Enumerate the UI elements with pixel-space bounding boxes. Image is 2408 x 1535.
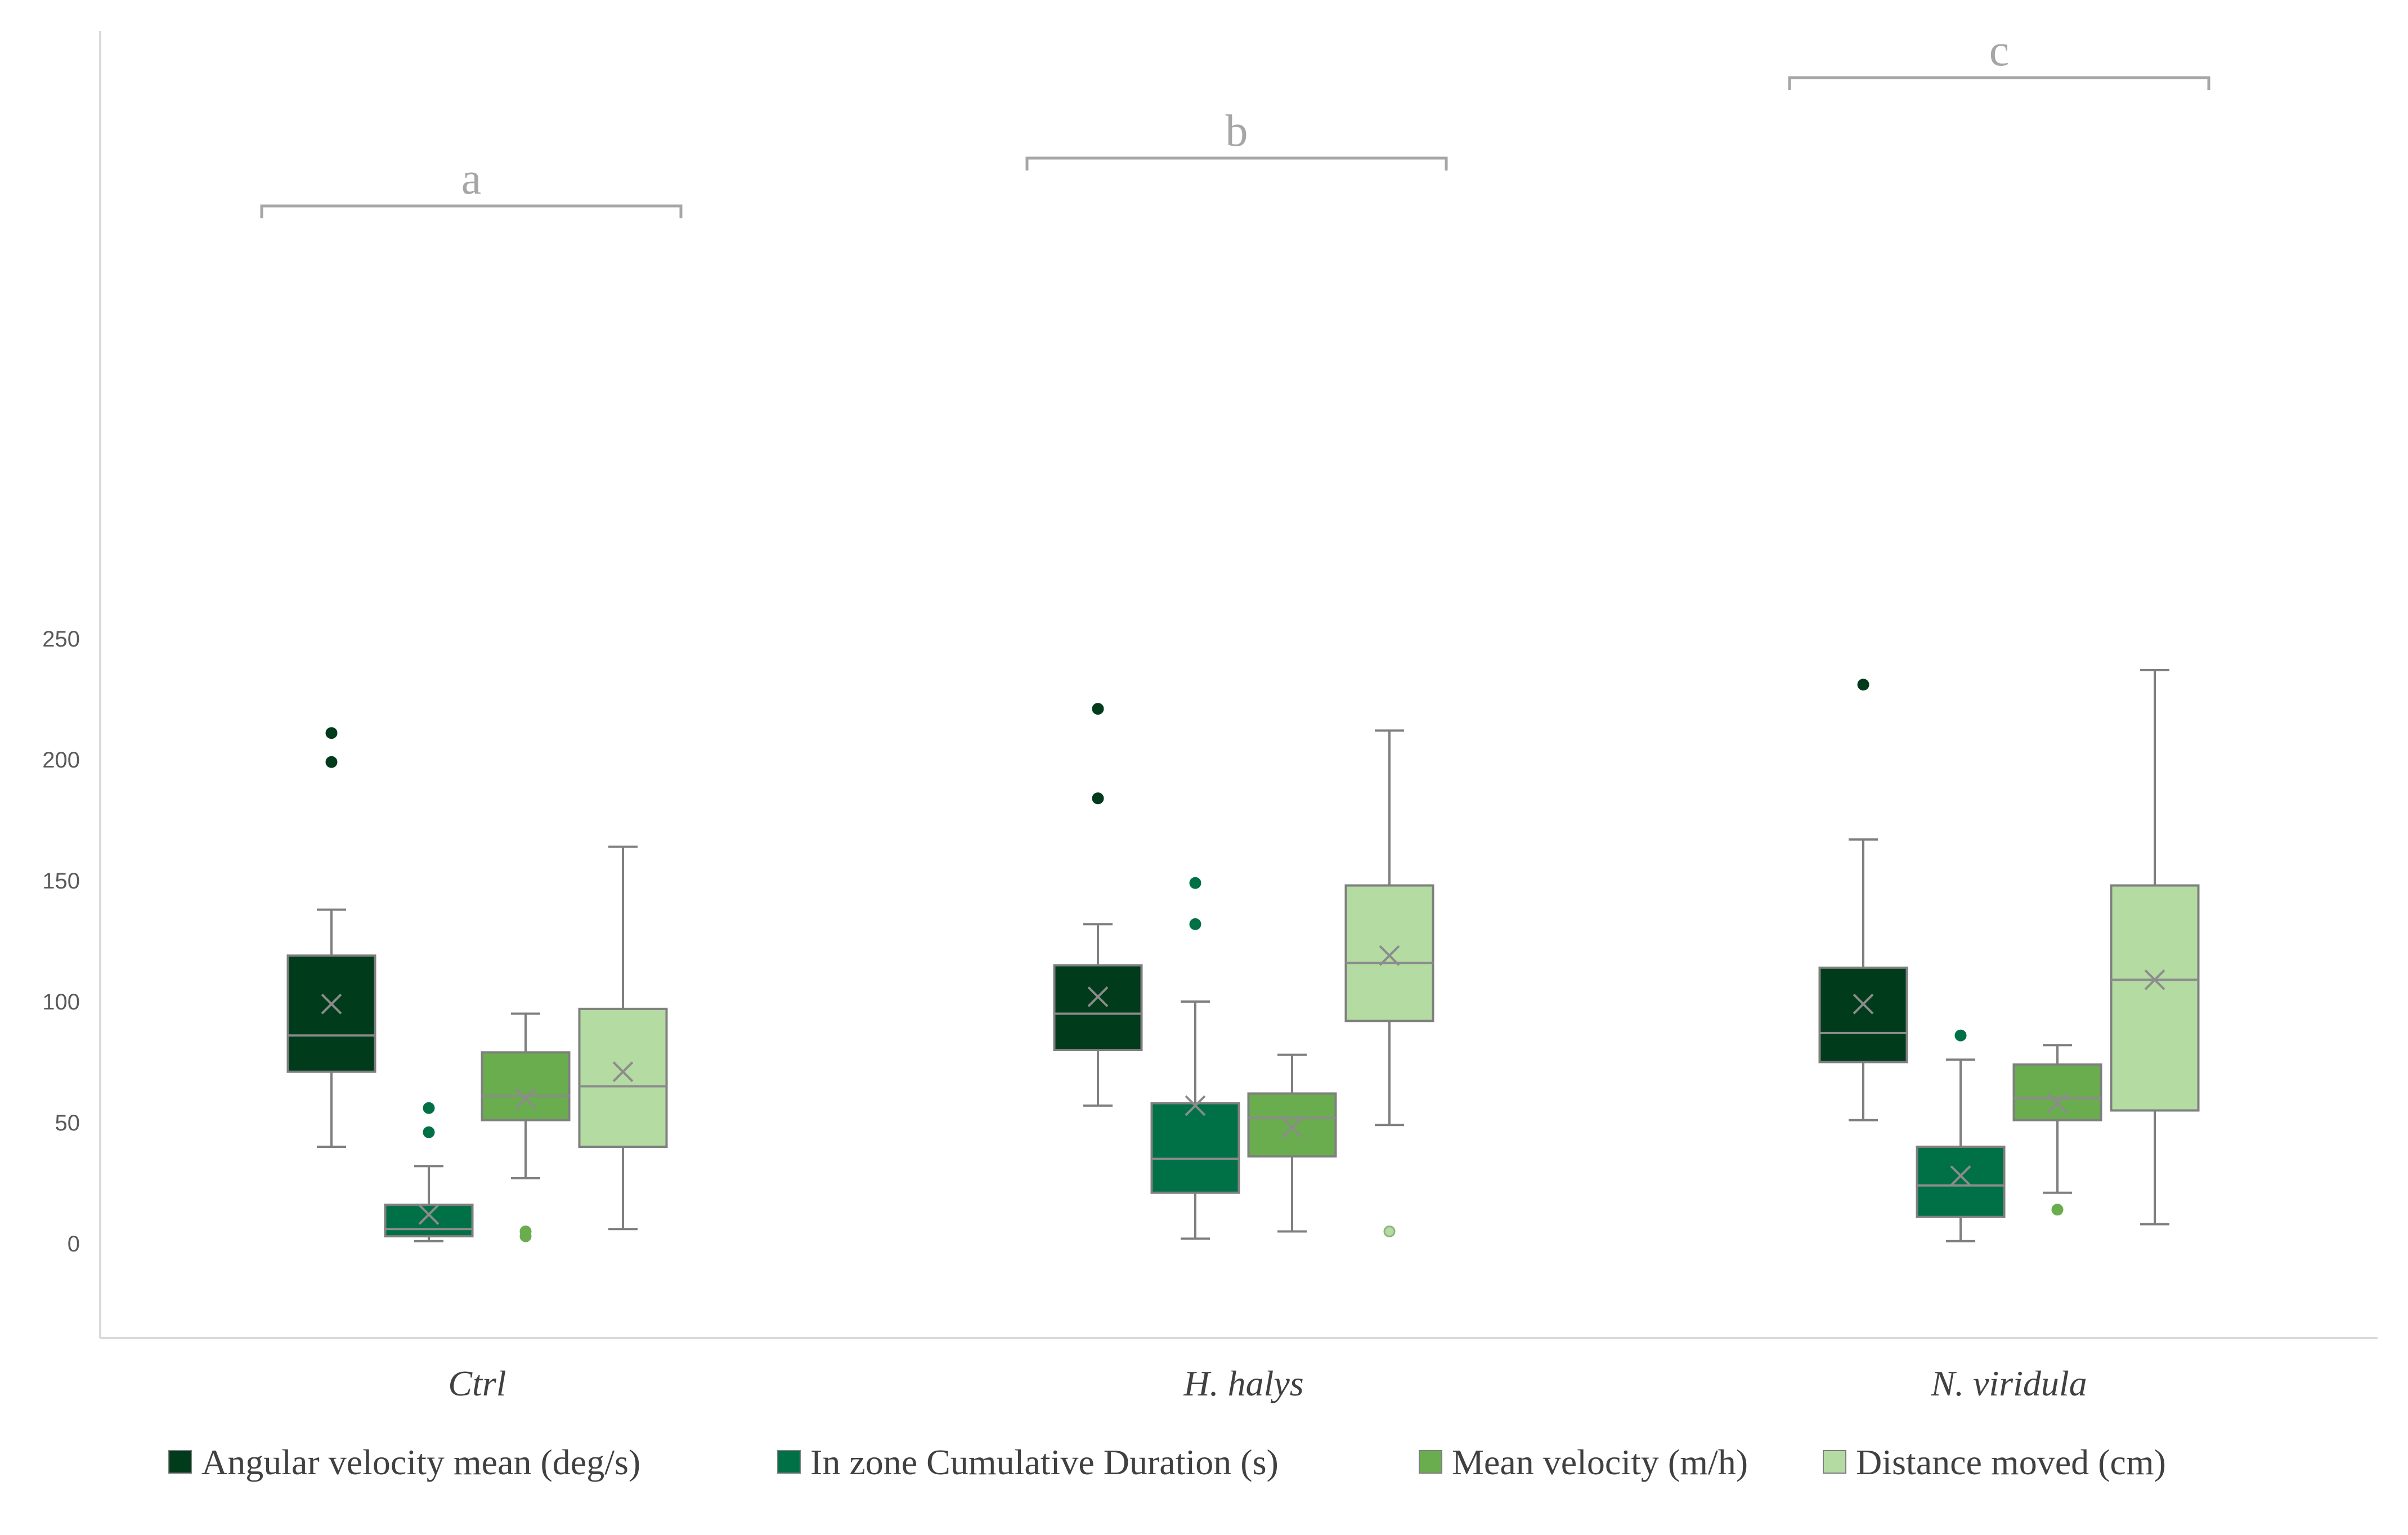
outlier-point [1857,679,1869,691]
outlier-point [1189,877,1201,889]
outlier-point [519,1226,532,1237]
significance-bracket: b [1025,106,1448,170]
mean-marker [2144,969,2165,990]
y-tick-label: 100 [42,990,80,1015]
mean-marker [1853,993,1874,1015]
mean-marker [1087,986,1109,1007]
outlier-point [325,756,338,768]
mean-marker [1185,1095,1206,1116]
box-iqr [1818,966,1908,1063]
box-iqr [1247,1092,1337,1158]
bracket-line [260,204,683,218]
outlier-point [1189,918,1201,930]
mean-marker [2047,1093,2068,1114]
box-iqr [286,954,376,1073]
category-label: Ctrl [448,1363,506,1403]
outlier-point [325,727,338,739]
box-3-3 [2012,1044,2102,1216]
outlier-point [423,1102,435,1114]
legend-item: Distance moved (cm) [1823,1442,2166,1482]
box-iqr [1053,964,1143,1051]
mean-marker [1281,1117,1303,1138]
box-2-1 [384,1102,474,1242]
box-4-2 [1344,729,1434,1237]
y-tick-label: 150 [42,869,80,894]
mean-marker [418,1204,440,1225]
legend-swatch [1823,1450,1846,1474]
y-tick-label: 50 [55,1111,80,1135]
legend-item: Angular velocity mean (deg/s) [168,1442,640,1482]
legend-label: Angular velocity mean (deg/s) [201,1442,640,1482]
legend-item: In zone Cumulative Duration (s) [777,1442,1279,1482]
box-iqr [1150,1102,1240,1194]
mean-marker [612,1061,634,1083]
legend-item: Mean velocity (m/h) [1419,1442,1748,1482]
box-iqr [1344,884,1434,1022]
outlier-point [423,1126,435,1138]
box-iqr [481,1051,571,1121]
box-2-3 [1916,1029,2006,1242]
legend-swatch [777,1450,801,1474]
box-iqr [2012,1063,2102,1121]
mean-marker [515,1088,536,1109]
box-iqr [578,1007,668,1148]
significance-letter: b [1226,106,1248,156]
mean-marker [1379,945,1400,966]
y-tick-label: 0 [68,1232,80,1256]
significance-letter: c [1989,26,2010,75]
box-3-2 [1247,1053,1337,1233]
outlier-point [2051,1204,2064,1216]
box-1-2 [1053,703,1143,1107]
legend-label: In zone Cumulative Duration (s) [810,1442,1279,1482]
significance-bracket: c [1788,26,2210,90]
legend-swatch [168,1450,192,1474]
bracket-line [1025,156,1448,170]
box-iqr [2110,884,2200,1112]
outlier-point [1954,1029,1967,1042]
box-3-1 [481,1012,571,1242]
box-4-1 [578,845,668,1231]
axes: 0 50 100 150 200 250 [42,31,2378,1339]
box-iqr [384,1204,474,1238]
legend-label: Distance moved (cm) [1856,1442,2166,1482]
y-tick-label: 200 [42,748,80,773]
box-1-3 [1818,679,1908,1121]
outlier-point [1092,703,1104,715]
significance-letter: a [461,154,482,204]
significance-bracket: a [260,154,683,218]
category-labels: Ctrl H. halys N. viridula [448,1363,2087,1403]
box-4-3 [2110,668,2200,1226]
outlier-point [1092,792,1104,805]
outlier-point [1383,1226,1396,1237]
y-tick-label: 250 [42,627,80,652]
box-iqr [1916,1146,2006,1218]
legend: Angular velocity mean (deg/s) In zone Cum… [168,1442,2166,1482]
category-label: H. halys [1183,1363,1303,1403]
legend-swatch [1419,1450,1442,1474]
mean-marker [1950,1165,1971,1187]
category-label: N. viridula [1930,1363,2087,1403]
box-1-1 [286,727,376,1148]
legend-label: Mean velocity (m/h) [1452,1442,1748,1482]
plot-area [286,668,2200,1242]
box-2-2 [1150,877,1240,1240]
mean-marker [321,993,342,1015]
significance-brackets: a b c [260,26,2210,218]
bracket-line [1788,76,2210,90]
